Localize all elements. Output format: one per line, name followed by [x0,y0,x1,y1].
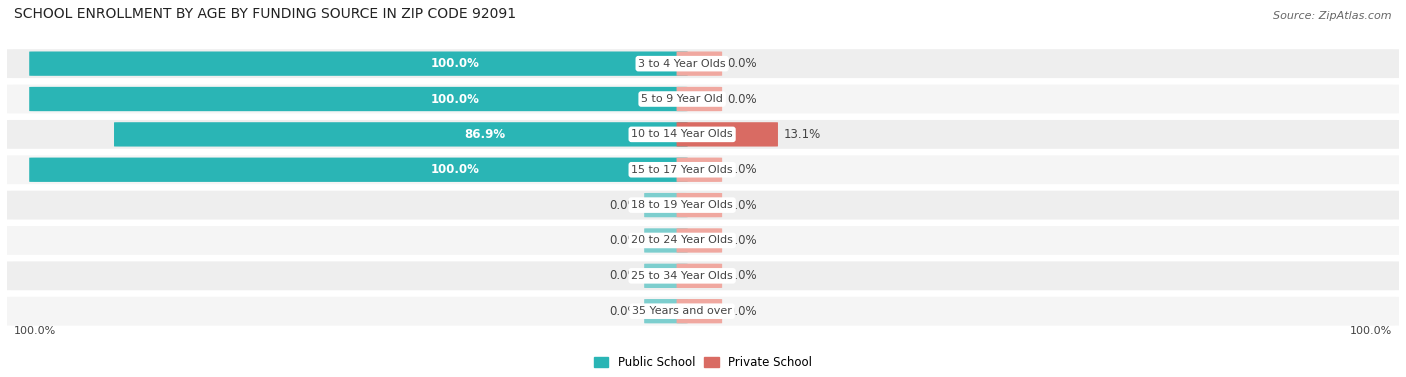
Text: 100.0%: 100.0% [14,326,56,336]
Text: 13.1%: 13.1% [783,128,821,141]
Text: 0.0%: 0.0% [728,163,758,176]
FancyBboxPatch shape [644,228,688,253]
FancyBboxPatch shape [676,122,778,147]
Text: 0.0%: 0.0% [609,234,638,247]
Text: 0.0%: 0.0% [728,269,758,282]
FancyBboxPatch shape [3,84,1403,113]
FancyBboxPatch shape [3,261,1403,290]
FancyBboxPatch shape [676,193,723,217]
FancyBboxPatch shape [676,299,723,323]
Text: 100.0%: 100.0% [432,92,479,106]
FancyBboxPatch shape [114,122,688,147]
Text: 10 to 14 Year Olds: 10 to 14 Year Olds [631,129,733,139]
Text: 35 Years and over: 35 Years and over [633,306,733,316]
FancyBboxPatch shape [676,228,723,253]
FancyBboxPatch shape [30,52,688,76]
Text: 0.0%: 0.0% [609,199,638,211]
FancyBboxPatch shape [644,264,688,288]
FancyBboxPatch shape [644,299,688,323]
FancyBboxPatch shape [3,297,1403,326]
Text: 0.0%: 0.0% [728,234,758,247]
Text: 25 to 34 Year Olds: 25 to 34 Year Olds [631,271,733,281]
Legend: Public School, Private School: Public School, Private School [589,351,817,374]
FancyBboxPatch shape [644,193,688,217]
Text: 100.0%: 100.0% [1350,326,1392,336]
FancyBboxPatch shape [676,52,723,76]
Text: 3 to 4 Year Olds: 3 to 4 Year Olds [638,59,725,69]
FancyBboxPatch shape [3,155,1403,184]
Text: Source: ZipAtlas.com: Source: ZipAtlas.com [1274,11,1392,21]
FancyBboxPatch shape [3,226,1403,255]
FancyBboxPatch shape [3,120,1403,149]
Text: 100.0%: 100.0% [432,57,479,70]
Text: 100.0%: 100.0% [432,163,479,176]
Text: 15 to 17 Year Olds: 15 to 17 Year Olds [631,165,733,175]
FancyBboxPatch shape [676,264,723,288]
Text: 0.0%: 0.0% [728,305,758,318]
FancyBboxPatch shape [30,158,688,182]
FancyBboxPatch shape [30,87,688,111]
Text: 5 to 9 Year Old: 5 to 9 Year Old [641,94,723,104]
FancyBboxPatch shape [676,158,723,182]
Text: 0.0%: 0.0% [728,199,758,211]
FancyBboxPatch shape [3,191,1403,219]
Text: 0.0%: 0.0% [728,92,758,106]
Text: 0.0%: 0.0% [609,269,638,282]
Text: 20 to 24 Year Olds: 20 to 24 Year Olds [631,236,733,245]
Text: 0.0%: 0.0% [609,305,638,318]
FancyBboxPatch shape [676,87,723,111]
FancyBboxPatch shape [3,49,1403,78]
Text: 18 to 19 Year Olds: 18 to 19 Year Olds [631,200,733,210]
Text: 0.0%: 0.0% [728,57,758,70]
Text: 86.9%: 86.9% [464,128,506,141]
Text: SCHOOL ENROLLMENT BY AGE BY FUNDING SOURCE IN ZIP CODE 92091: SCHOOL ENROLLMENT BY AGE BY FUNDING SOUR… [14,7,516,21]
